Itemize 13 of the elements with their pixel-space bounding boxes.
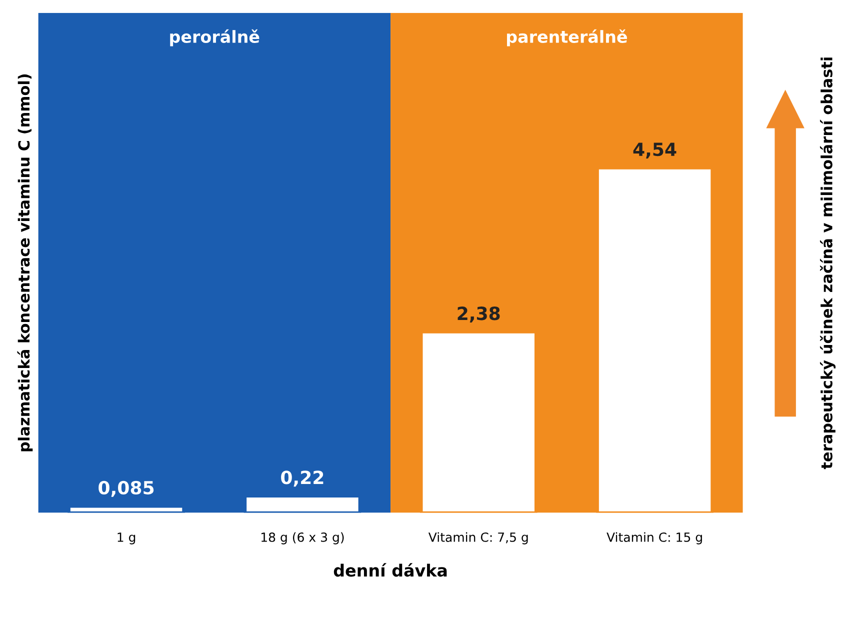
data-label: 0,085 <box>98 480 154 497</box>
band-label: perorálně <box>170 29 260 46</box>
band-label: parenterálně <box>507 29 627 46</box>
data-label: 2,38 <box>458 306 500 323</box>
x-tick-label: Vitamin C: 15 g <box>606 532 702 544</box>
x-tick-label: Vitamin C: 7,5 g <box>428 532 528 544</box>
data-label: 0,22 <box>281 470 324 487</box>
x-tick-label: 18 g (6 x 3 g) <box>261 532 344 544</box>
x-axis-title: denní dávka <box>334 563 447 577</box>
text: terapeutický účinek začíná v milimolární oblasti <box>820 58 836 470</box>
x-tick-label: 1 g <box>118 532 136 544</box>
data-label: 4,54 <box>633 142 676 158</box>
y-axis-title: plazmatická koncentrace vitaminu C (mmol) <box>17 74 33 452</box>
